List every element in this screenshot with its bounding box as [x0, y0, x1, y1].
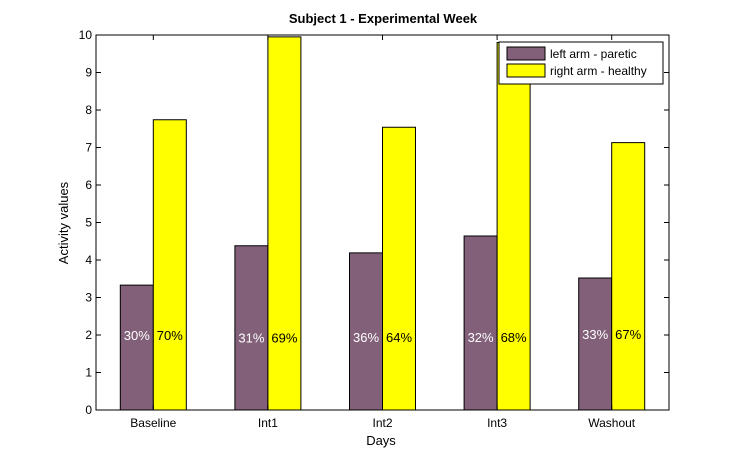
y-tick-label: 3 [85, 291, 92, 305]
bar-right-arm-washout [611, 142, 646, 411]
y-tick-label: 1 [85, 366, 92, 380]
y-tick-label: 10 [79, 28, 93, 42]
data-label-right-arm-washout: 67% [615, 327, 641, 342]
bar-right-arm-baseline [152, 119, 187, 411]
legend: left arm - paretic right arm - healthy [498, 41, 664, 85]
data-label-left-arm-washout: 33% [582, 327, 608, 342]
bar-left-arm-int1 [234, 245, 269, 411]
y-tick-label: 2 [85, 328, 92, 342]
y-tick-label: 4 [85, 253, 92, 267]
legend-swatch [506, 46, 546, 61]
y-tick-label: 8 [85, 103, 92, 117]
y-axis-label: Activity values [56, 181, 71, 264]
data-label-left-arm-int1: 31% [238, 331, 264, 346]
bar-right-arm-int1 [267, 36, 302, 411]
x-tick-label-int2: Int2 [372, 416, 392, 430]
bar-left-arm-int2 [349, 252, 383, 411]
x-tick-label-int3: Int3 [487, 416, 507, 430]
x-tick-label-baseline: Baseline [130, 416, 176, 430]
y-tick-label: 9 [85, 66, 92, 80]
bar-left-arm-washout [578, 277, 613, 411]
data-label-right-arm-baseline: 70% [157, 328, 183, 343]
chart-title: Subject 1 - Experimental Week [289, 11, 478, 26]
data-label-right-arm-int2: 64% [386, 330, 412, 345]
bar-left-arm-int3 [463, 235, 498, 411]
data-label-left-arm-int3: 32% [468, 330, 494, 345]
legend-swatch [506, 63, 546, 78]
legend-entry: right arm - healthy [550, 64, 647, 78]
data-label-left-arm-int2: 36% [353, 330, 379, 345]
y-tick-label: 5 [85, 216, 92, 230]
data-label-left-arm-baseline: 30% [124, 328, 150, 343]
y-tick-label: 7 [85, 141, 92, 155]
bar-left-arm-baseline [119, 284, 154, 411]
legend-entry: left arm - paretic [550, 47, 637, 61]
y-tick-label: 0 [85, 403, 92, 417]
y-tick-label: 6 [85, 178, 92, 192]
bar-right-arm-int3 [496, 42, 531, 411]
data-label-right-arm-int1: 69% [271, 331, 297, 346]
x-axis-label: Days [366, 433, 396, 448]
x-tick-label-washout: Washout [588, 416, 636, 430]
data-label-right-arm-int3: 68% [501, 330, 527, 345]
x-tick-label-int1: Int1 [258, 416, 278, 430]
bar-right-arm-int2 [382, 126, 416, 411]
